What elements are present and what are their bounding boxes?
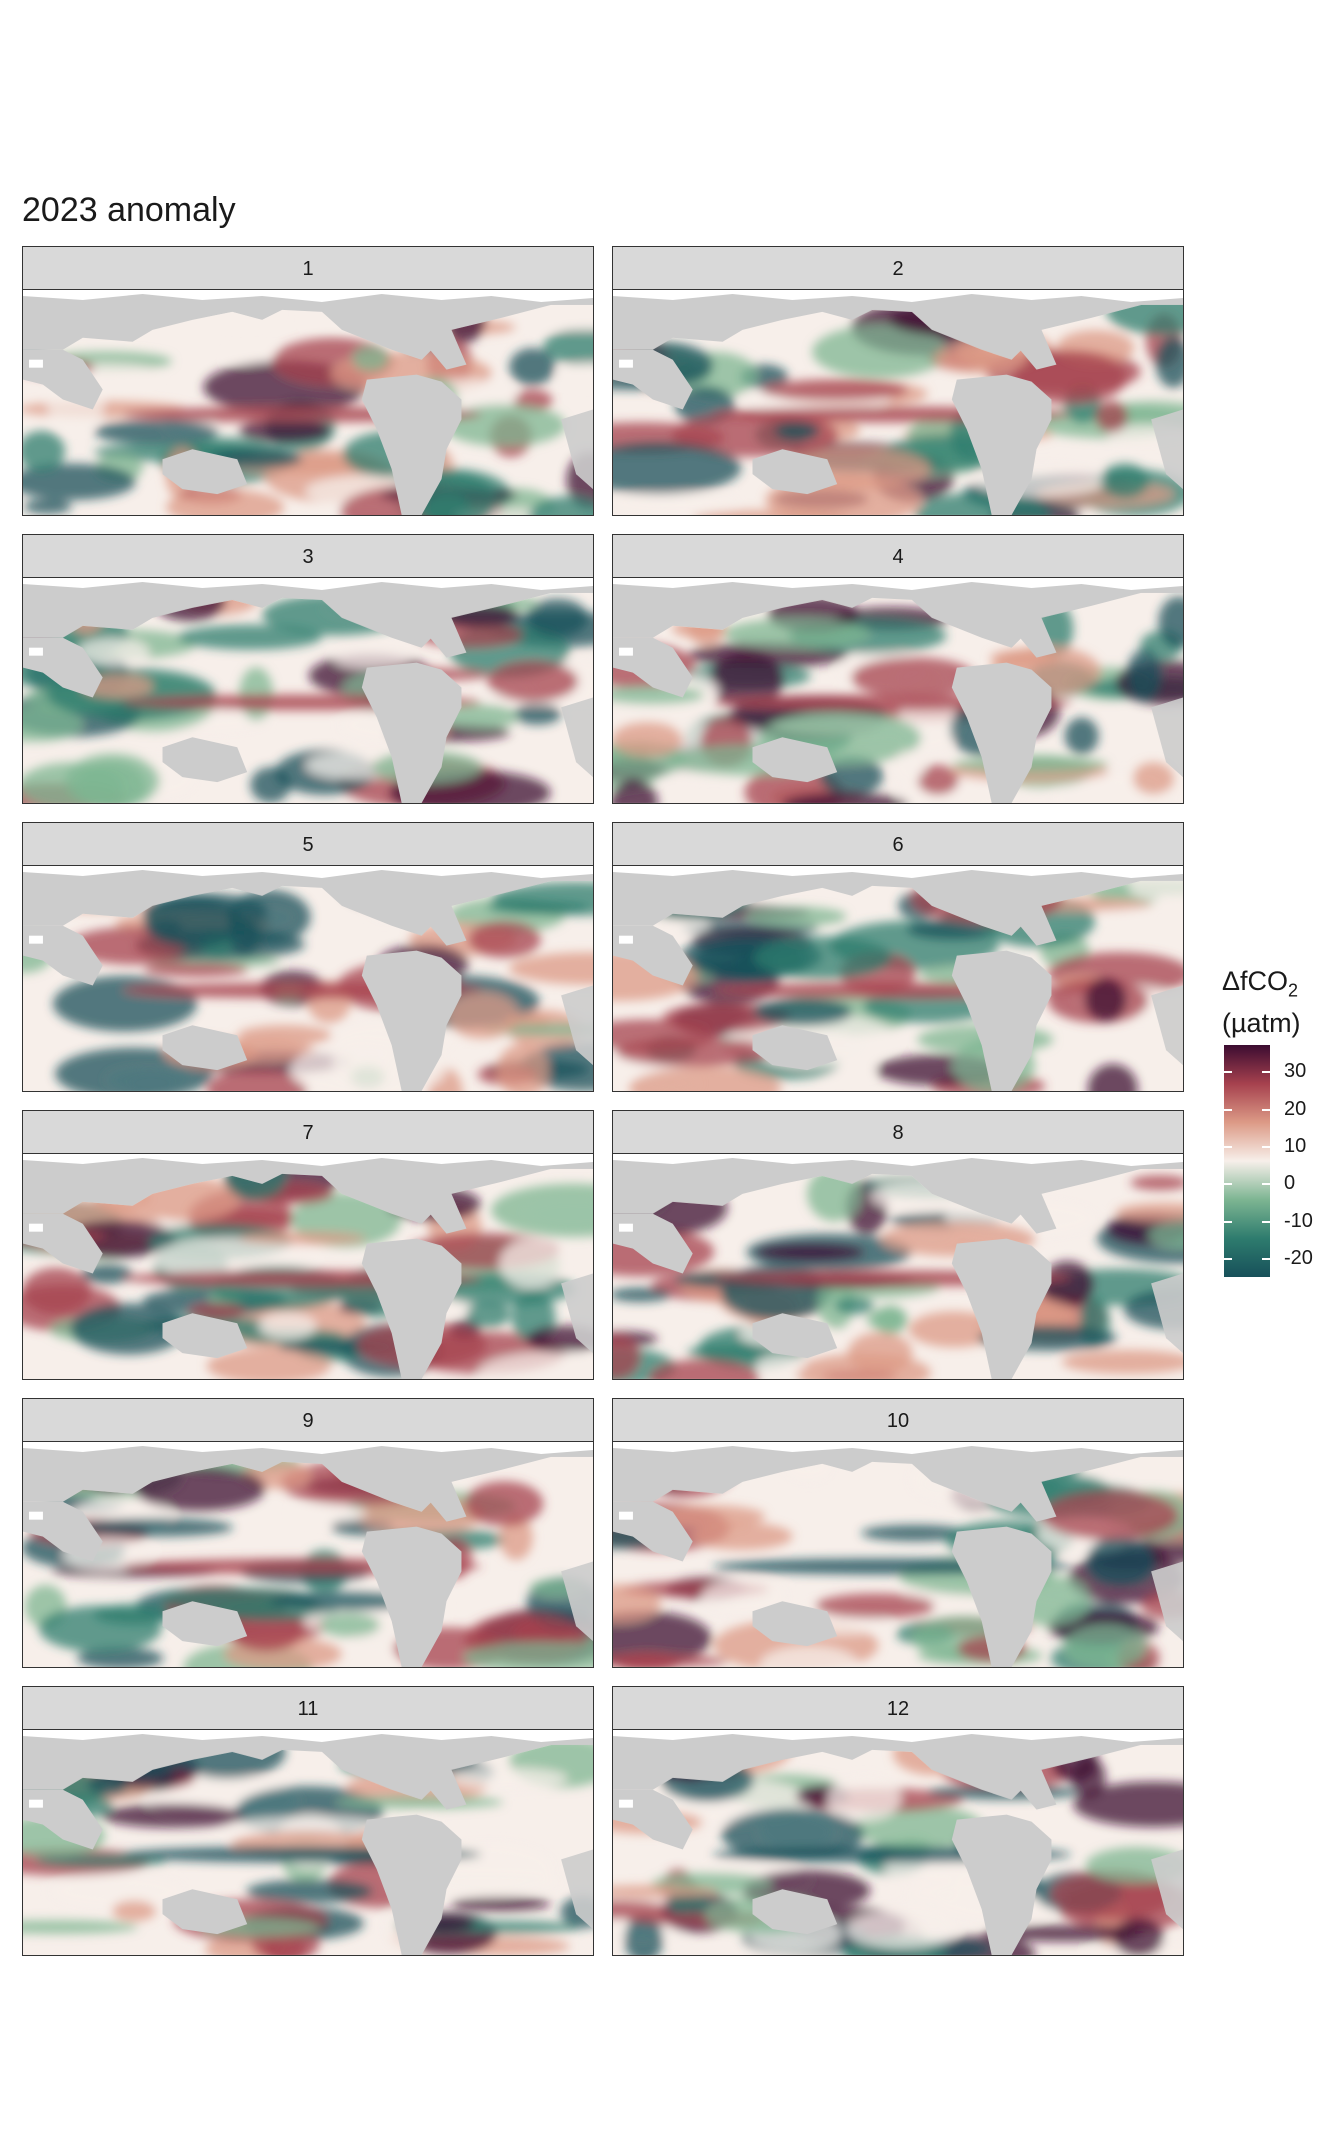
- facet-panel-month-5: 5: [22, 822, 594, 1092]
- legend-tick-label: 0: [1284, 1172, 1296, 1195]
- legend-tick-label: -20: [1284, 1247, 1313, 1270]
- colorbar-legend: ΔfCO2 (µatm) 30 20 10 0 -10 -20: [1222, 965, 1313, 1277]
- facet-strip-label: 4: [612, 534, 1184, 578]
- anomaly-map: [612, 290, 1184, 516]
- facet-panel-month-11: 11: [22, 1686, 594, 1956]
- facet-strip-label: 10: [612, 1398, 1184, 1442]
- facet-panel-month-12: 12: [612, 1686, 1184, 1956]
- facet-strip-label: 12: [612, 1686, 1184, 1730]
- facet-strip-label: 6: [612, 822, 1184, 866]
- anomaly-map: [22, 290, 594, 516]
- facet-panel-month-9: 9: [22, 1398, 594, 1668]
- legend-title-main: ΔfCO: [1222, 966, 1289, 996]
- anomaly-map: [22, 1730, 594, 1956]
- anomaly-map: [612, 1730, 1184, 1956]
- facet-panel-month-3: 3: [22, 534, 594, 804]
- legend-title-subscript: 2: [1288, 980, 1299, 1001]
- anomaly-map: [612, 1442, 1184, 1668]
- anomaly-map: [22, 578, 594, 804]
- legend-unit: (µatm): [1222, 1008, 1301, 1039]
- facet-strip-label: 2: [612, 246, 1184, 290]
- legend-colorbar: [1224, 1045, 1270, 1277]
- legend-tick-label: 20: [1284, 1097, 1307, 1120]
- facet-strip-label: 3: [22, 534, 594, 578]
- anomaly-map: [22, 1442, 594, 1668]
- anomaly-map: [22, 866, 594, 1092]
- legend-tick-label: 10: [1284, 1135, 1307, 1158]
- anomaly-map: [22, 1154, 594, 1380]
- figure-title: 2023 anomaly: [22, 191, 236, 229]
- facet-panel-month-10: 10: [612, 1398, 1184, 1668]
- facet-strip-label: 5: [22, 822, 594, 866]
- legend-title: ΔfCO2 (µatm): [1222, 965, 1301, 1040]
- facet-panel-month-1: 1: [22, 246, 594, 516]
- facet-strip-label: 11: [22, 1686, 594, 1730]
- legend-tick-label: 30: [1284, 1060, 1307, 1083]
- facet-panel-month-2: 2: [612, 246, 1184, 516]
- facet-panel-month-4: 4: [612, 534, 1184, 804]
- facet-panel-month-8: 8: [612, 1110, 1184, 1380]
- facet-strip-label: 1: [22, 246, 594, 290]
- facet-panel-month-6: 6: [612, 822, 1184, 1092]
- legend-tick-label: -10: [1284, 1209, 1313, 1232]
- facet-strip-label: 9: [22, 1398, 594, 1442]
- facet-strip-label: 7: [22, 1110, 594, 1154]
- facet-strip-label: 8: [612, 1110, 1184, 1154]
- anomaly-map: [612, 866, 1184, 1092]
- anomaly-map: [612, 578, 1184, 804]
- anomaly-map: [612, 1154, 1184, 1380]
- facet-panel-month-7: 7: [22, 1110, 594, 1380]
